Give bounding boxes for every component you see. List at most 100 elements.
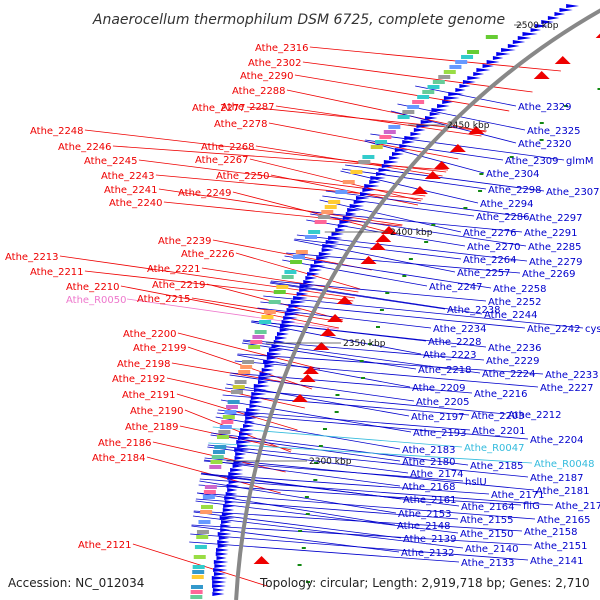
gene-label-right[interactable]: Athe_2238	[447, 305, 501, 316]
gene-label-right[interactable]: Athe_2247	[429, 282, 483, 293]
gene-label-right[interactable]: Athe_2229	[486, 356, 540, 367]
gene-label-right[interactable]: Athe_2204	[530, 435, 584, 446]
gene-label-left[interactable]: Athe_2267	[195, 155, 249, 166]
gene-label-left[interactable]: Athe_2215	[137, 294, 191, 305]
gene-label-right[interactable]: Athe_2187	[530, 473, 584, 484]
gene-label-right[interactable]: Athe_2209	[412, 383, 466, 394]
gene-label-right[interactable]: Athe_2171	[491, 490, 545, 501]
gene-label-right[interactable]: Athe_2139	[403, 534, 457, 545]
gene-label-left[interactable]: Athe_2186	[98, 438, 152, 449]
gene-label-right[interactable]: Athe_2307	[546, 187, 600, 198]
gene-label-right[interactable]: Athe_2228	[428, 337, 482, 348]
gene-label-left[interactable]: Athe_2287	[221, 102, 275, 113]
gene-label-right[interactable]: Athe_2151	[534, 541, 588, 552]
gene-label-right[interactable]: Athe_2180	[402, 457, 456, 468]
gene-label-left[interactable]: Athe_2278	[214, 119, 268, 130]
gene-label-right[interactable]: Athe_2150	[460, 529, 514, 540]
gene-label-right[interactable]: Athe_2279	[529, 257, 583, 268]
gene-label-left[interactable]: Athe_2240	[109, 198, 163, 209]
gene-label-right[interactable]: Athe_2161	[403, 495, 457, 506]
gene-label-right[interactable]: Athe_2320	[518, 139, 572, 150]
gene-label-left[interactable]: Athe_2191	[122, 390, 176, 401]
gene-label-right[interactable]: Athe_2140	[465, 544, 519, 555]
gene-label-right[interactable]: Athe_2185	[470, 461, 524, 472]
gene-label-right[interactable]: Athe_2193	[413, 428, 467, 439]
gene-label-right[interactable]: hslU	[465, 477, 487, 488]
gene-label-right[interactable]: Athe_2242	[527, 324, 581, 335]
gene-label-left[interactable]: Athe_2213	[5, 252, 59, 263]
gene-label-right[interactable]: Athe_2291	[524, 228, 578, 239]
gene-label-right[interactable]: Athe_2218	[418, 365, 472, 376]
gene-label-right[interactable]: Athe_2269	[522, 269, 576, 280]
gene-label-left[interactable]: Athe_2250	[216, 171, 270, 182]
gene-label-right[interactable]: Athe_2297	[529, 213, 583, 224]
gene-label-right[interactable]: Athe_2216	[474, 389, 528, 400]
gene-label-right[interactable]: Athe_2132	[401, 548, 455, 559]
gene-label-right[interactable]: fliG	[523, 501, 540, 512]
gene-label-right[interactable]: Athe_2164	[461, 502, 515, 513]
gene-label-right[interactable]: Athe_2285	[528, 242, 582, 253]
gene-label-right[interactable]: Athe_2205	[416, 397, 470, 408]
gene-label-right[interactable]: Athe_2233	[545, 370, 599, 381]
gene-label-left[interactable]: Athe_2302	[248, 58, 302, 69]
gene-label-right[interactable]: Athe_2176	[555, 501, 600, 512]
gene-label-left[interactable]: Athe_2248	[30, 126, 84, 137]
gene-label-left[interactable]: Athe_2290	[240, 71, 294, 82]
gene-label-left[interactable]: Athe_2288	[232, 86, 286, 97]
gene-label-right[interactable]: Athe_2223	[423, 350, 477, 361]
gene-label-right[interactable]: Athe_2270	[467, 242, 521, 253]
gene-label-right[interactable]: Athe_2286	[476, 212, 530, 223]
gene-label-left[interactable]: Athe_2277	[192, 103, 246, 114]
gene-label-right[interactable]: Athe_2244	[484, 310, 538, 321]
gene-label-right[interactable]: Athe_2168	[402, 482, 456, 493]
gene-label-right[interactable]: Athe_2181	[536, 486, 590, 497]
gene-label-right[interactable]: Athe_2155	[460, 515, 514, 526]
gene-label-left[interactable]: Athe_2268	[201, 142, 255, 153]
gene-label-right[interactable]: Athe_2298	[488, 185, 542, 196]
gene-label-right[interactable]: Athe_2141	[530, 556, 584, 567]
gene-label-right[interactable]: Athe_2325	[527, 126, 581, 137]
gene-label-right[interactable]: Athe_2236	[488, 343, 542, 354]
gene-labels[interactable]: Athe_2316 Athe_2302 Athe_2290 Athe_2288 Athe…	[5, 43, 600, 569]
gene-label-right[interactable]: Athe_2258	[493, 284, 547, 295]
gene-label-right[interactable]: Athe_2264	[463, 255, 517, 266]
gene-label-left[interactable]: Athe_2210	[66, 282, 120, 293]
gene-label-right[interactable]: Athe_2234	[433, 324, 487, 335]
gene-label-right[interactable]: Athe_2212	[508, 410, 562, 421]
gene-label-right[interactable]: Athe_2201	[472, 426, 526, 437]
gene-label-left[interactable]: Athe_2249	[178, 188, 232, 199]
gene-label-right[interactable]: Athe_2197	[411, 412, 465, 423]
gene-label-right[interactable]: Athe_2165	[537, 515, 591, 526]
gene-label-left[interactable]: Athe_2121	[78, 540, 132, 551]
gene-label-right[interactable]: Athe_2174	[410, 469, 464, 480]
gene-label-right[interactable]: Athe_2224	[482, 369, 536, 380]
gene-label-right[interactable]: Athe_2183	[402, 445, 456, 456]
gene-label-right[interactable]: Athe_2203	[471, 411, 525, 422]
gene-label-right[interactable]: Athe_2158	[524, 527, 578, 538]
gene-label-right[interactable]: Athe_2227	[540, 383, 594, 394]
gene-label-left[interactable]: Athe_2226	[181, 249, 235, 260]
gene-label-left[interactable]: Athe_2246	[58, 142, 112, 153]
gene-label-left[interactable]: Athe_2221	[147, 264, 201, 275]
gene-label-left[interactable]: Athe_2219	[152, 280, 206, 291]
gene-label-right[interactable]: Athe_2252	[488, 297, 542, 308]
gene-label-left[interactable]: Athe_2316	[255, 43, 309, 54]
gene-label-right[interactable]: Athe_2133	[461, 558, 515, 569]
gene-label-left[interactable]: Athe_2245	[84, 156, 138, 167]
gene-label-right[interactable]: Athe_R0047	[464, 443, 524, 454]
gene-label-right[interactable]: Athe_2148	[397, 521, 451, 532]
gene-label-left[interactable]: Athe_2200	[123, 329, 177, 340]
gene-label-left[interactable]: Athe_2199	[133, 343, 187, 354]
gene-label-right[interactable]: cysS	[585, 324, 600, 335]
gene-label-left[interactable]: Athe_2192	[112, 374, 166, 385]
gene-label-left[interactable]: Athe_R0050	[66, 295, 126, 306]
gene-label-left[interactable]: Athe_2190	[130, 406, 184, 417]
gene-label-right[interactable]: Athe_2276	[463, 228, 517, 239]
gene-label-right[interactable]: Athe_2309	[505, 156, 559, 167]
gene-label-right[interactable]: Athe_2153	[398, 509, 452, 520]
gene-label-left[interactable]: Athe_2239	[158, 236, 212, 247]
gene-label-right[interactable]: Athe_2294	[480, 199, 534, 210]
gene-label-left[interactable]: Athe_2198	[117, 359, 171, 370]
gene-label-right[interactable]: Athe_2304	[486, 169, 540, 180]
gene-label-left[interactable]: Athe_2241	[104, 185, 158, 196]
